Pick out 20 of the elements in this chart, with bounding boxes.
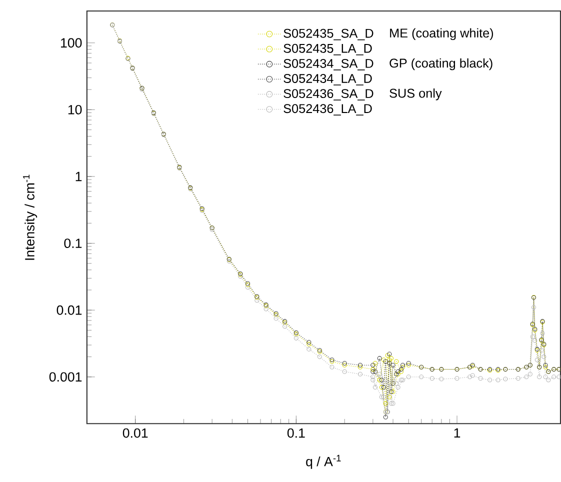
- legend-label: S052436_SA_D: [284, 89, 374, 101]
- y-tick-label: 0.01: [56, 306, 82, 316]
- x-axis-title: q / A$^{-1}$: [306, 455, 341, 470]
- annotation: GP (coating black): [390, 58, 492, 70]
- y-tick-label: 0.001: [49, 372, 82, 382]
- annotation: SUS only: [390, 88, 442, 100]
- y-tick-label: 1: [76, 172, 82, 182]
- legend-label: S052436_LA_D: [284, 104, 372, 116]
- x-tick-label: 0.01: [122, 428, 148, 438]
- x-tick-label: 1: [454, 428, 460, 438]
- y-tick-label: 10: [68, 105, 82, 115]
- legend-label: S052435_SA_D: [284, 29, 374, 40]
- legend-label: S052435_LA_D: [284, 44, 372, 56]
- y-tick-label: 100: [61, 38, 82, 48]
- y-tick-label: 0.1: [64, 238, 82, 248]
- y-axis-title: Intensity / cm$^{-1}$: [23, 174, 38, 260]
- annotation: ME (coating white): [390, 28, 494, 40]
- x-tick-label: 0.1: [287, 428, 305, 438]
- legend-label: S052434_SA_D: [284, 59, 374, 71]
- legend-label: S052434_LA_D: [284, 74, 372, 86]
